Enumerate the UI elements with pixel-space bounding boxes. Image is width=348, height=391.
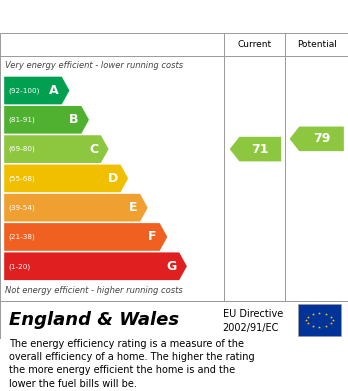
Polygon shape — [4, 165, 128, 192]
Polygon shape — [290, 127, 344, 151]
Polygon shape — [4, 135, 109, 163]
Text: 79: 79 — [313, 132, 330, 145]
Text: D: D — [108, 172, 118, 185]
Text: C: C — [89, 143, 98, 156]
Text: B: B — [69, 113, 79, 126]
Text: Potential: Potential — [297, 40, 337, 49]
Text: Energy Efficiency Rating: Energy Efficiency Rating — [9, 9, 230, 24]
Text: (39-54): (39-54) — [8, 204, 35, 211]
Text: Current: Current — [238, 40, 272, 49]
Text: A: A — [49, 84, 59, 97]
Text: The energy efficiency rating is a measure of the
overall efficiency of a home. T: The energy efficiency rating is a measur… — [9, 339, 254, 389]
Text: 2002/91/EC: 2002/91/EC — [223, 323, 279, 334]
Text: (92-100): (92-100) — [8, 87, 40, 94]
Polygon shape — [4, 77, 70, 104]
Text: 71: 71 — [252, 143, 269, 156]
Text: (69-80): (69-80) — [8, 146, 35, 152]
Polygon shape — [4, 194, 148, 222]
Text: England & Wales: England & Wales — [9, 311, 179, 329]
Text: G: G — [166, 260, 176, 273]
Text: (21-38): (21-38) — [8, 234, 35, 240]
Bar — [298, 304, 341, 336]
Polygon shape — [4, 106, 89, 134]
Text: EU Directive: EU Directive — [223, 309, 283, 319]
Text: F: F — [148, 230, 157, 244]
Text: Very energy efficient - lower running costs: Very energy efficient - lower running co… — [5, 61, 183, 70]
Polygon shape — [230, 137, 281, 161]
Text: Not energy efficient - higher running costs: Not energy efficient - higher running co… — [5, 287, 183, 296]
Text: (55-68): (55-68) — [8, 175, 35, 182]
Polygon shape — [4, 223, 167, 251]
Polygon shape — [4, 253, 187, 280]
Text: (1-20): (1-20) — [8, 263, 31, 269]
Text: E: E — [129, 201, 137, 214]
Text: (81-91): (81-91) — [8, 117, 35, 123]
